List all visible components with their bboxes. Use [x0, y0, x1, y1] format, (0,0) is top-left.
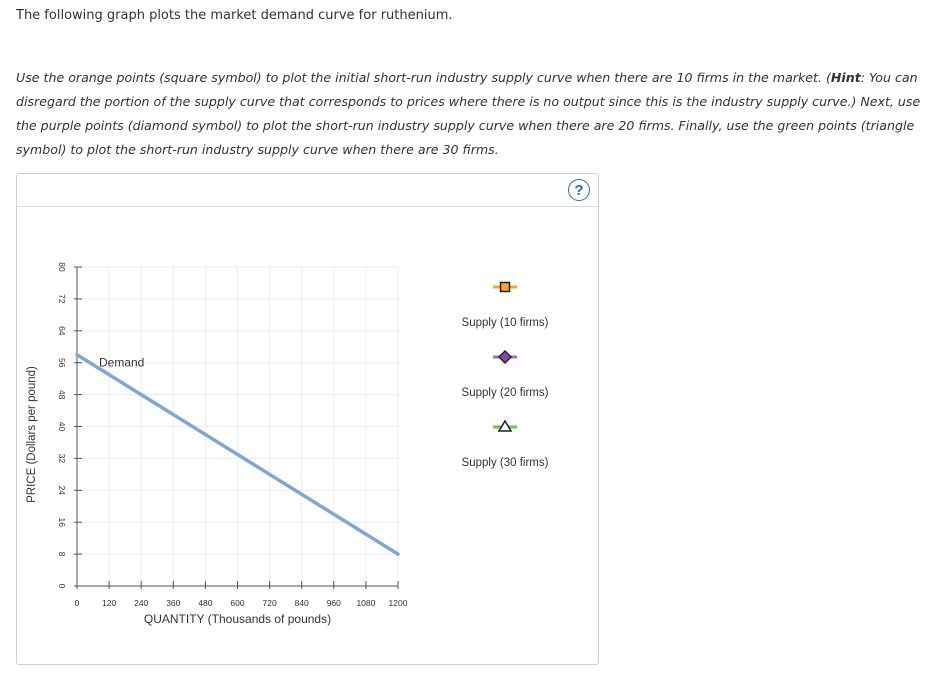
y-tick-label: 24	[57, 486, 67, 496]
y-tick-label: 40	[57, 422, 67, 432]
instructions-part-2: : You can disregard the portion of the s…	[16, 70, 921, 157]
y-tick-label: 56	[57, 358, 67, 368]
square-point-icon[interactable]	[499, 281, 511, 293]
x-tick-label: 480	[198, 598, 212, 608]
legend-label: Supply (30 firms)	[462, 457, 549, 469]
y-tick-label: 0	[57, 584, 67, 589]
demand-curve-label: Demand	[99, 356, 144, 370]
triangle-point-icon[interactable]	[497, 419, 513, 432]
instructions-part-1: Use the orange points (square symbol) to…	[16, 70, 831, 85]
legend-label: Supply (10 firms)	[462, 317, 549, 329]
help-question-icon[interactable]: ?	[568, 179, 590, 201]
demand-curve[interactable]	[75, 352, 400, 556]
y-tick-label: 32	[57, 454, 67, 464]
x-tick-label: 120	[102, 598, 116, 608]
y-axis-title: PRICE (Dollars per pound)	[26, 366, 38, 503]
instructions-text: Use the orange points (square symbol) to…	[16, 66, 932, 162]
hint-label: Hint	[830, 70, 861, 85]
panel-header: ?	[17, 174, 598, 207]
y-tick-label: 48	[57, 390, 67, 400]
x-tick-label: 960	[327, 598, 341, 608]
y-tick-label: 64	[57, 326, 67, 336]
x-tick-label: 1080	[356, 598, 375, 608]
intro-text: The following graph plots the market dem…	[16, 8, 453, 23]
y-tick-label: 8	[57, 552, 67, 557]
x-tick-label: 600	[230, 598, 244, 608]
x-tick-label: 720	[263, 598, 277, 608]
x-tick-label: 240	[134, 598, 148, 608]
legend-label: Supply (20 firms)	[462, 387, 549, 399]
chart-svg: 0 120 240 360 480 600 720 840 960 1080 1200 0 8 16 24 3…	[26, 262, 549, 626]
y-tick-label: 16	[57, 517, 67, 527]
x-tick-label: 840	[295, 598, 309, 608]
x-tick-label: 360	[166, 598, 180, 608]
x-tick-label: 0	[75, 598, 80, 608]
x-axis-title: QUANTITY (Thousands of pounds)	[144, 612, 331, 626]
diamond-point-icon[interactable]	[497, 349, 513, 365]
y-tick-label: 80	[57, 262, 67, 272]
x-tick-label: 1200	[389, 598, 408, 608]
y-tick-label: 72	[57, 294, 67, 304]
graph-panel: ? 0 120 240 360 480 600 720 840 960 1080 1200 0 8 16 2…	[16, 173, 599, 665]
